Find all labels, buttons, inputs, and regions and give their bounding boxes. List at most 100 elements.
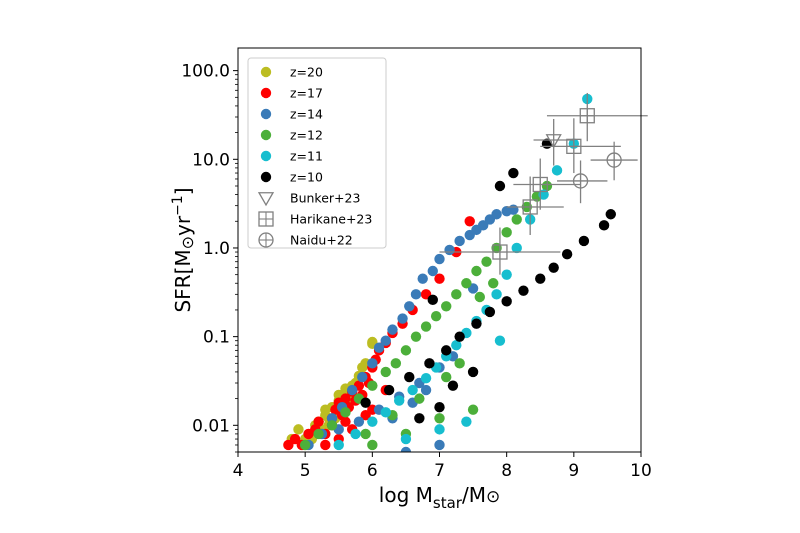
data-point	[397, 313, 408, 324]
triangle-down-marker	[545, 134, 562, 149]
data-point	[494, 180, 506, 192]
legend-item: z=14	[260, 107, 323, 122]
data-point	[410, 331, 422, 342]
data-point	[434, 413, 445, 424]
legend-label: Harikane+23	[290, 212, 372, 227]
legend-marker	[260, 150, 272, 162]
data-point	[360, 397, 371, 408]
legend-label: z=12	[290, 128, 323, 143]
data-point	[340, 407, 351, 418]
data-point	[441, 371, 452, 383]
legend-label: z=20	[290, 65, 323, 80]
legend-marker	[260, 66, 272, 78]
data-point	[434, 424, 445, 435]
data-point	[464, 216, 475, 227]
data-point	[400, 433, 412, 445]
data-point	[471, 265, 482, 277]
legend-item: z=17	[260, 86, 323, 101]
data-point	[501, 296, 512, 307]
data-point	[380, 366, 391, 378]
data-point	[488, 278, 499, 289]
data-point	[367, 358, 378, 369]
data-point	[434, 439, 445, 451]
data-point	[598, 220, 610, 231]
data-point	[367, 416, 378, 427]
legend-marker	[260, 87, 272, 99]
data-point	[461, 416, 472, 427]
legend-marker	[260, 108, 272, 120]
data-point	[320, 439, 331, 451]
data-point	[390, 358, 402, 369]
data-point	[477, 220, 489, 231]
data-point	[491, 289, 502, 300]
legend-item: Harikane+23	[258, 211, 372, 227]
data-point	[501, 269, 512, 280]
data-point	[417, 273, 428, 284]
data-point	[320, 404, 331, 415]
data-point	[551, 165, 563, 176]
y-tick-label: 100.0	[181, 62, 230, 82]
data-point	[367, 380, 378, 391]
data-point	[289, 433, 301, 445]
legend-item: z=20	[260, 65, 323, 80]
data-point	[333, 439, 344, 451]
data-point	[454, 331, 465, 342]
data-point	[350, 428, 361, 440]
legend-item: Bunker+23	[257, 191, 360, 207]
data-point	[481, 256, 492, 267]
legend-label: z=10	[290, 170, 323, 185]
legend-item: Naidu+22	[258, 232, 353, 248]
x-tick-label: 10	[630, 461, 652, 481]
x-tick-label: 5	[300, 461, 311, 481]
triangle-down-marker	[257, 192, 275, 207]
legend-item: z=12	[260, 128, 323, 143]
legend-item: z=11	[260, 149, 323, 164]
data-point	[434, 253, 445, 265]
legend-box	[247, 57, 387, 249]
data-point	[467, 404, 479, 415]
legend-label: z=17	[290, 86, 323, 101]
data-point	[383, 384, 395, 396]
data-point	[548, 262, 559, 273]
data-point	[404, 371, 415, 383]
data-point	[447, 380, 459, 391]
data-point	[387, 324, 398, 335]
data-point	[353, 416, 365, 427]
data-point	[518, 285, 529, 296]
data-point	[434, 402, 445, 413]
data-point	[313, 416, 324, 427]
x-tick-label: 9	[568, 461, 579, 481]
legend-label: z=14	[290, 107, 323, 122]
data-point	[494, 335, 506, 346]
legend-marker	[260, 129, 272, 141]
data-point	[394, 395, 405, 406]
y-tick-label: 0.01	[192, 416, 230, 436]
y-tick-label: 10.0	[192, 150, 230, 170]
y-axis-label: SFR[M⊙yr−1]	[170, 187, 197, 312]
data-point	[420, 384, 432, 396]
x-axis-ticks: 4 5 6 7 8 9 10	[233, 452, 652, 481]
data-point	[400, 345, 412, 356]
data-point	[605, 209, 616, 220]
data-point	[340, 393, 351, 404]
data-point	[420, 321, 432, 332]
data-point	[340, 416, 351, 427]
x-tick-label: 7	[434, 461, 445, 481]
x-axis-label: log Mstar/M⊙	[379, 483, 500, 512]
data-point	[454, 235, 465, 247]
legend-label: z=11	[290, 149, 323, 164]
data-point	[501, 227, 512, 238]
data-point	[467, 366, 479, 378]
data-point	[427, 294, 438, 306]
data-point	[444, 244, 455, 256]
data-point	[535, 273, 546, 284]
y-tick-label: 1.0	[203, 239, 230, 259]
x-tick-label: 6	[367, 461, 378, 481]
data-point	[380, 335, 391, 346]
data-point	[283, 439, 294, 451]
data-point	[471, 318, 482, 329]
data-point	[410, 289, 422, 300]
data-point	[357, 371, 368, 383]
data-point	[511, 214, 522, 225]
